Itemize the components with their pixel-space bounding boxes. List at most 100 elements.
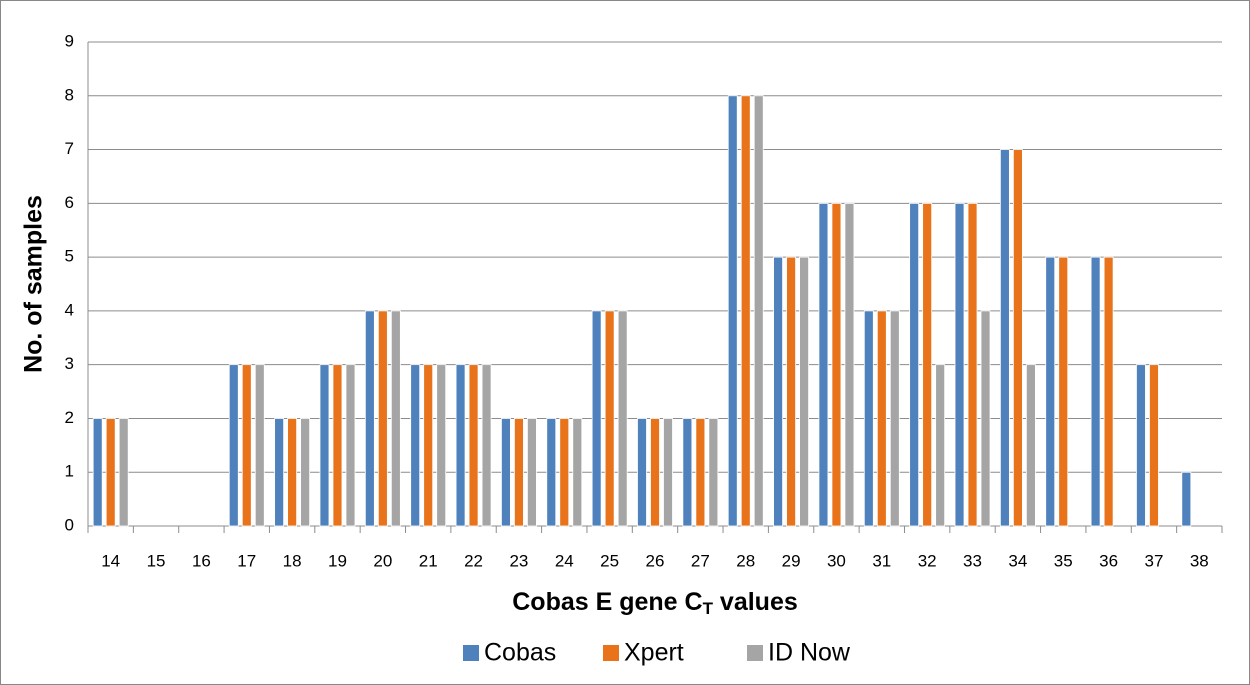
- y-tick-label: 5: [65, 247, 74, 266]
- y-tick-label: 0: [65, 515, 74, 534]
- bar: [591, 310, 602, 527]
- bar: [753, 95, 764, 527]
- bar: [663, 418, 673, 527]
- bar: [118, 418, 129, 527]
- x-tick-label: 37: [1144, 551, 1163, 570]
- bar: [1025, 364, 1036, 527]
- bar: [909, 202, 920, 527]
- bar: [1058, 256, 1069, 527]
- bar: [228, 364, 239, 527]
- bar: [501, 418, 511, 527]
- bar: [410, 364, 421, 527]
- bar: [319, 364, 330, 527]
- bar: [889, 310, 900, 527]
- bar: [1181, 471, 1192, 527]
- x-tick-label: 15: [147, 551, 166, 570]
- bar: [922, 202, 933, 527]
- bar: [572, 418, 583, 527]
- bar: [92, 418, 103, 527]
- bar: [241, 364, 252, 527]
- x-tick-label: 14: [101, 551, 120, 570]
- x-tick-label: 25: [600, 551, 619, 570]
- bar: [740, 95, 751, 527]
- bar: [345, 364, 356, 527]
- y-tick-label: 8: [65, 85, 74, 104]
- bar: [546, 418, 557, 527]
- bar: [468, 364, 479, 527]
- x-axis-title: Cobas E gene CT values: [512, 588, 798, 619]
- x-tick-label: 17: [237, 551, 256, 570]
- legend-label: Xpert: [624, 639, 684, 667]
- bar: [650, 418, 660, 527]
- bar: [1136, 364, 1146, 527]
- x-tick-label: 22: [464, 551, 483, 570]
- bar: [390, 310, 401, 527]
- bar: [481, 364, 492, 527]
- y-tick-label: 6: [65, 193, 74, 212]
- x-axis-title-main: Cobas E gene C: [512, 588, 702, 616]
- x-axis-title-rest: values: [713, 588, 798, 616]
- bar: [514, 418, 524, 527]
- x-tick-label: 29: [782, 551, 801, 570]
- bar: [844, 202, 855, 527]
- x-axis-title-subscript: T: [703, 599, 714, 618]
- bar: [436, 364, 447, 527]
- bar: [287, 418, 298, 527]
- bar: [682, 418, 693, 527]
- bar: [455, 364, 466, 527]
- y-tick-label: 9: [65, 31, 74, 50]
- x-tick-label: 28: [736, 551, 755, 570]
- bar: [527, 418, 537, 527]
- y-tick-label: 1: [65, 462, 74, 481]
- x-tick-label: 38: [1190, 551, 1209, 570]
- bar: [954, 202, 965, 527]
- x-tick-label: 19: [328, 551, 347, 570]
- bar: [999, 149, 1010, 527]
- bar: [332, 364, 343, 527]
- bar: [876, 310, 887, 527]
- bar: [967, 202, 978, 527]
- bar: [818, 202, 829, 527]
- bar: [863, 310, 874, 527]
- bar: [935, 364, 946, 527]
- bar: [604, 310, 615, 527]
- x-tick-label: 31: [872, 551, 891, 570]
- bar: [799, 256, 809, 527]
- y-tick-label: 3: [65, 354, 74, 373]
- x-tick-label: 26: [646, 551, 665, 570]
- bar: [695, 418, 706, 527]
- legend-label: ID Now: [768, 639, 851, 667]
- x-tick-label: 35: [1054, 551, 1073, 570]
- x-tick-label: 36: [1099, 551, 1118, 570]
- x-tick-label: 32: [918, 551, 937, 570]
- y-axis-title: No. of samples: [20, 195, 48, 373]
- y-tick-label: 4: [65, 300, 74, 319]
- y-tick-label: 2: [65, 408, 74, 427]
- bar: [274, 418, 285, 527]
- x-tick-label: 33: [963, 551, 982, 570]
- bar: [831, 202, 842, 527]
- x-tick-label: 27: [691, 551, 710, 570]
- bar: [786, 256, 796, 527]
- x-tick-label: 34: [1008, 551, 1027, 570]
- bar: [254, 364, 265, 527]
- x-tick-label: 24: [555, 551, 574, 570]
- legend-label: Cobas: [484, 639, 556, 667]
- legend-swatch: [603, 645, 619, 661]
- bar: [1012, 149, 1023, 527]
- legend-swatch: [747, 645, 763, 661]
- x-tick-label: 18: [283, 551, 302, 570]
- bar: [1103, 256, 1114, 527]
- x-tick-label: 16: [192, 551, 211, 570]
- bar: [980, 310, 991, 527]
- bar: [727, 95, 738, 527]
- bar: [364, 310, 375, 527]
- y-tick-label: 7: [65, 139, 74, 158]
- legend-swatch: [463, 645, 479, 661]
- bar: [637, 418, 647, 527]
- x-tick-label: 20: [373, 551, 392, 570]
- bar: [1149, 364, 1159, 527]
- bar: [559, 418, 570, 527]
- bar: [1090, 256, 1101, 527]
